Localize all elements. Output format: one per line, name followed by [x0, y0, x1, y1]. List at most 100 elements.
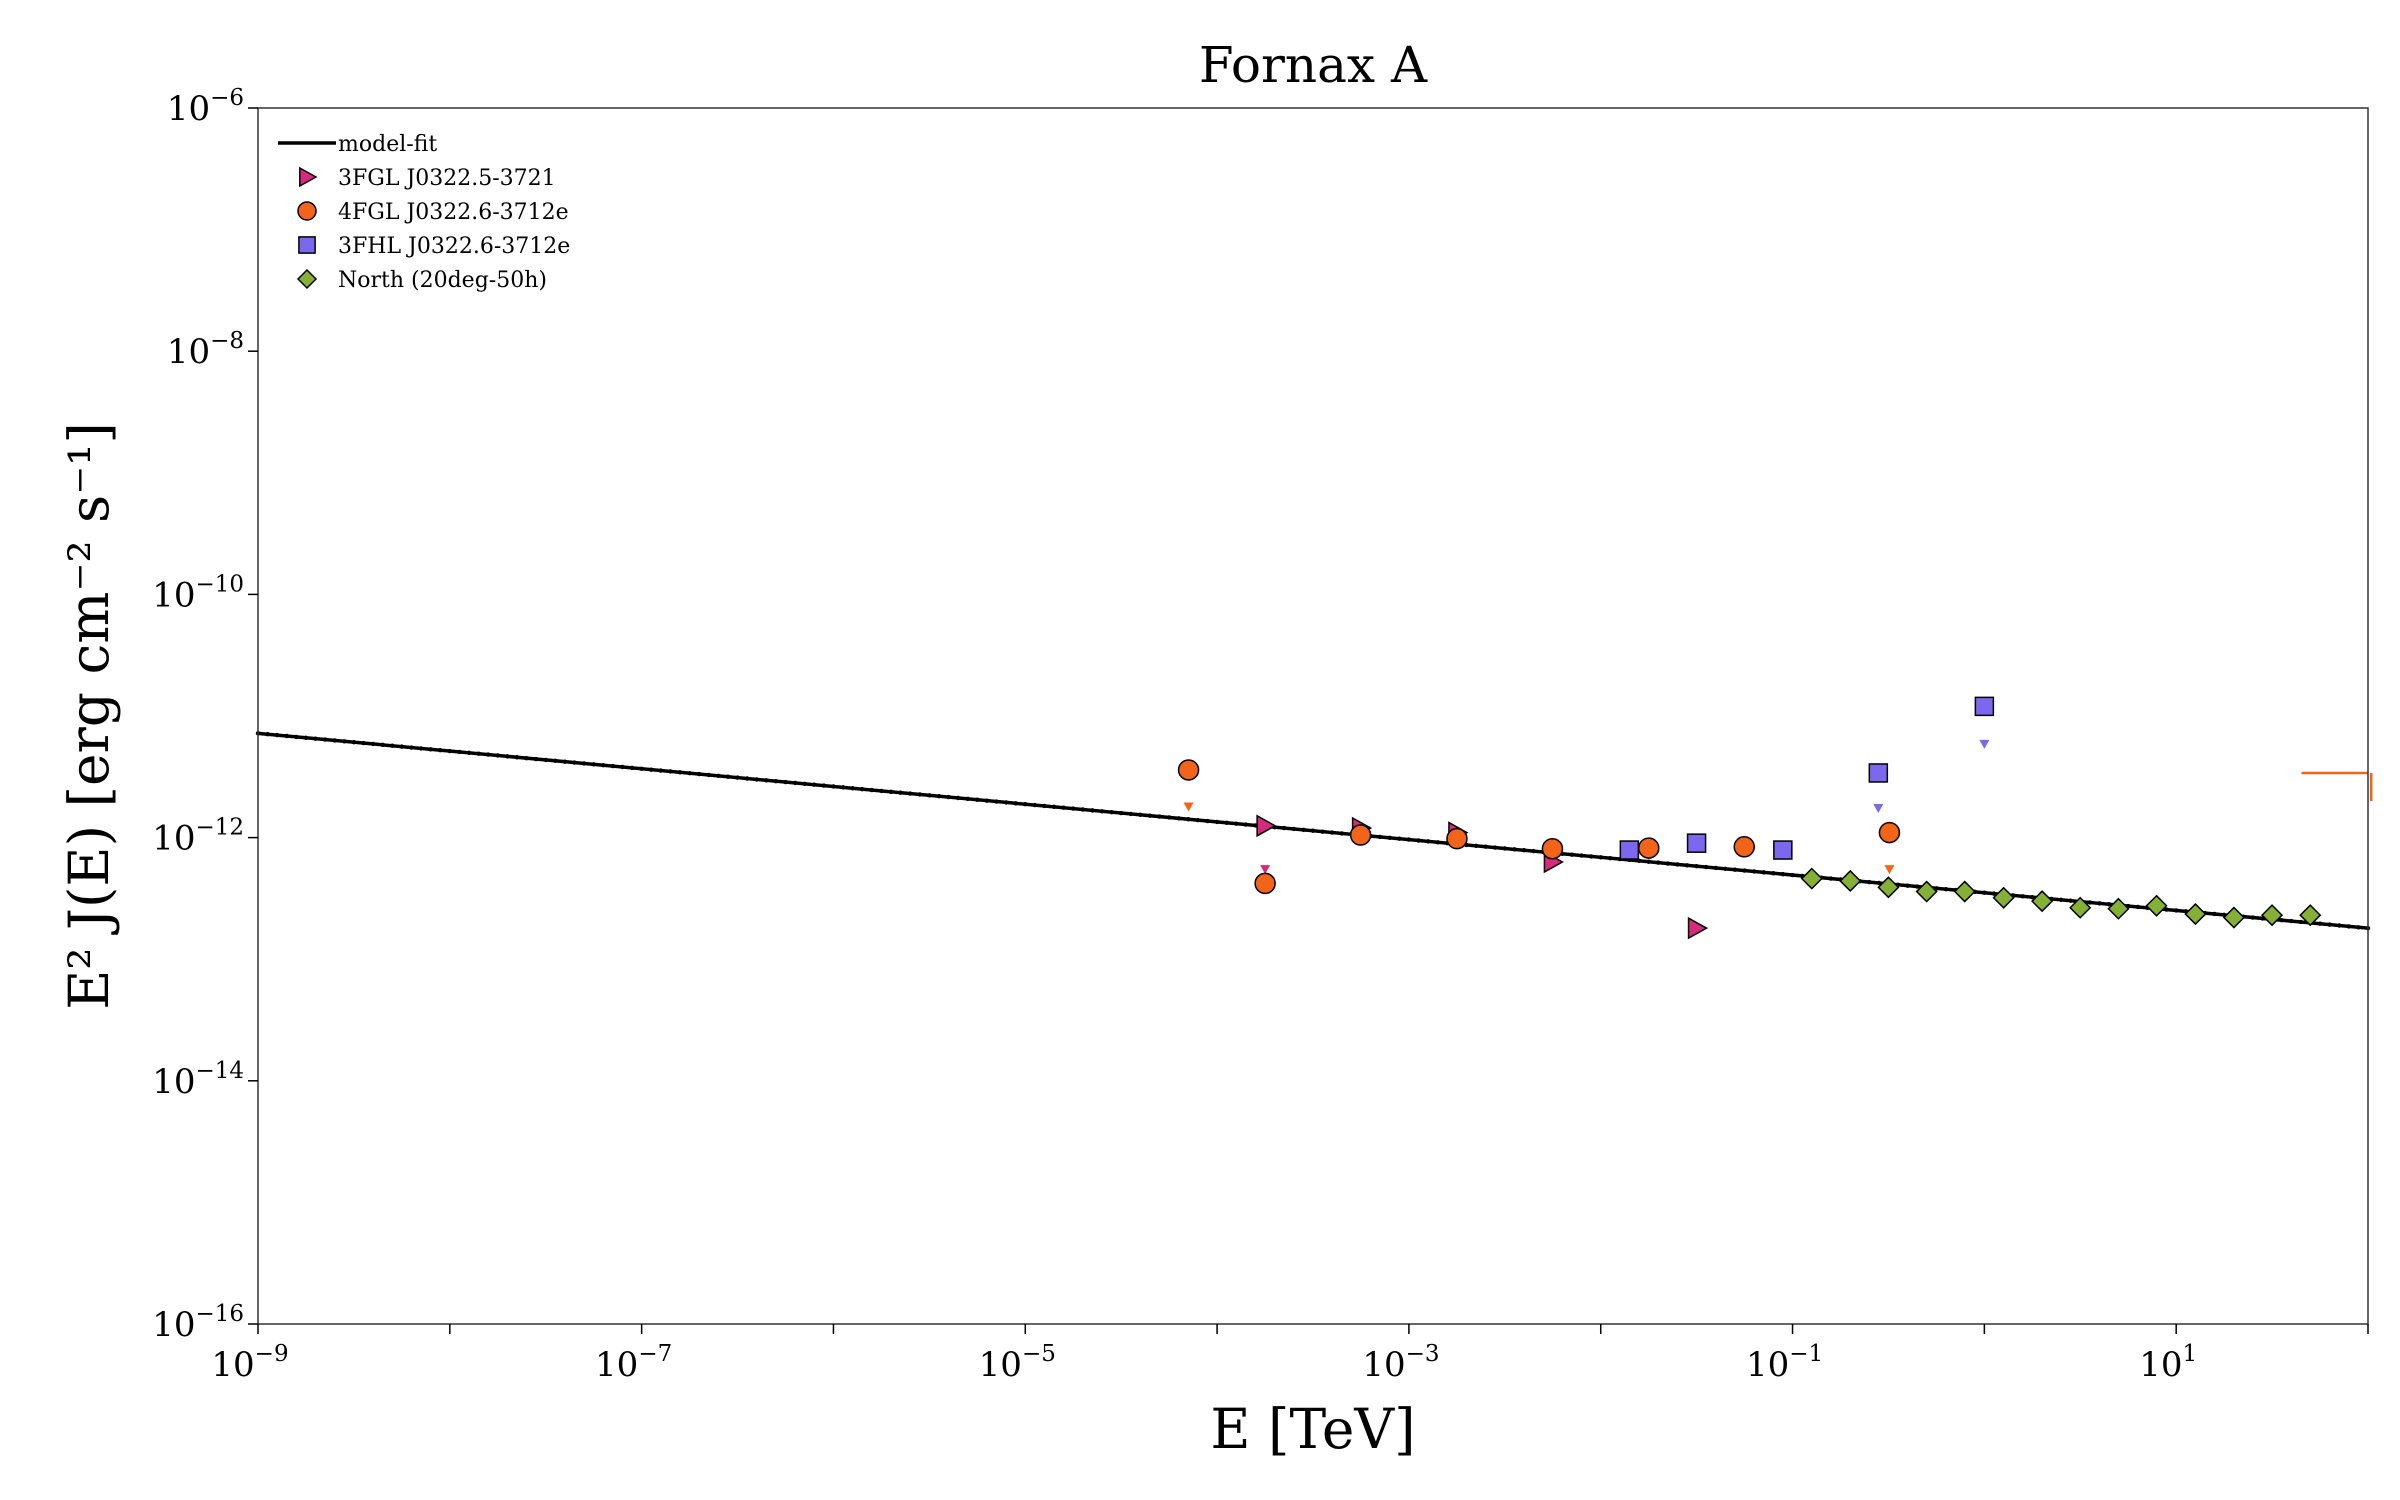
model-fit-point [1080, 807, 1086, 812]
model-fit-point [1751, 869, 1757, 874]
model-fit-point [265, 732, 270, 737]
model-fit-point [466, 750, 472, 756]
model-fit-point [677, 770, 683, 775]
y-tick-label: 10−16 [152, 1301, 244, 1345]
model-fit-point [1694, 863, 1699, 869]
model-fit-point [438, 747, 443, 753]
legend-item: 4FGL J0322.6-3712e [297, 200, 569, 225]
model-fit-point [639, 766, 644, 771]
model-fit-point [620, 764, 625, 770]
chart-title: Fornax A [1199, 36, 1428, 94]
model-fit-point [2106, 902, 2112, 907]
y-tick-label: 10−6 [167, 85, 244, 129]
legend-item: North (20deg-50h) [296, 268, 547, 293]
model-fit-point [524, 755, 529, 761]
y-tick-label: 10−8 [167, 328, 244, 372]
plot-frame [257, 107, 2369, 1325]
data-point [1878, 821, 1901, 844]
data-point [1953, 880, 1976, 903]
model-fit-point [495, 753, 500, 758]
model-fit-point [2279, 917, 2284, 923]
data-point [1256, 814, 1277, 838]
model-fit-point [428, 747, 433, 752]
model-fit-point [1406, 837, 1412, 842]
model-fit-point [668, 769, 673, 774]
model-fit-point [946, 794, 951, 800]
data-point [1773, 840, 1793, 860]
model-fit-point [850, 786, 855, 791]
model-fit-point [1234, 821, 1239, 826]
model-fit-point [629, 765, 635, 771]
model-fit-point [1483, 844, 1488, 849]
model-fit-point [399, 744, 405, 749]
model-fit-point [2087, 900, 2093, 905]
model-fit-point [1704, 864, 1709, 870]
legend: model-fit 3FGL J0322.5-3721 4FGL J0322.6-3… [278, 132, 570, 293]
legend-label: North (20deg-50h) [338, 268, 547, 293]
model-fit-point [2030, 894, 2035, 900]
data-point [2107, 897, 2130, 920]
model-fit-point [1608, 856, 1613, 861]
model-fit-point [1588, 854, 1594, 859]
model-fit-point [1943, 886, 1949, 892]
data-point [2299, 904, 2322, 927]
model-fit-point [984, 798, 990, 803]
model-fit-point [2337, 923, 2342, 928]
model-fit-point [2020, 894, 2025, 899]
model-fit-point [725, 774, 731, 779]
model-fit-point [696, 771, 702, 777]
model-fit-point [792, 780, 798, 786]
legend-item: 3FHL J0322.6-3712e [298, 234, 570, 259]
y-tick-label: 10−12 [152, 815, 244, 859]
model-fit-point [1713, 865, 1719, 871]
model-fit-point [898, 790, 903, 795]
model-fit-point [802, 781, 807, 787]
model-fit-point [1329, 830, 1335, 835]
data-point [1974, 696, 1995, 717]
model-fit-point [303, 735, 309, 740]
model-fit-point [1051, 804, 1057, 810]
model-fit-point [553, 758, 558, 763]
model-fit-point [975, 797, 980, 802]
model-fit-point [783, 779, 788, 785]
model-fit-point [1186, 817, 1191, 822]
model-fit-point [457, 749, 462, 755]
model-fit-point [332, 738, 337, 743]
upper-limit-marker [1873, 804, 1884, 814]
model-fit-point [716, 773, 721, 779]
model-fit-point [888, 789, 894, 794]
model-fit-point [869, 787, 875, 793]
model-fit-point [361, 740, 366, 746]
model-fit-point [773, 778, 779, 784]
model-fit-point [1598, 855, 1603, 860]
model-fit-point [2068, 898, 2073, 903]
model-fit-point [543, 757, 548, 763]
model-fit-point [1425, 839, 1431, 844]
model-fit-point [1867, 879, 1872, 885]
model-fit-point [294, 734, 299, 740]
data-point [1254, 872, 1276, 895]
legend-label: 3FGL J0322.5-3721 [338, 166, 556, 191]
legend-label: model-fit [338, 132, 437, 157]
model-fit-point [1521, 848, 1527, 853]
model-fit-point [1397, 836, 1402, 841]
model-fit-point [1291, 826, 1297, 832]
model-fit-point [764, 778, 769, 783]
model-fit-point [562, 759, 568, 764]
model-fit-point [2097, 901, 2102, 906]
model-fit-point [917, 792, 922, 797]
model-fit-point [601, 763, 606, 768]
model-fit-point [1991, 891, 1997, 896]
model-fit-point [840, 785, 846, 790]
model-fit-point [1003, 800, 1009, 805]
model-fit-point [1579, 853, 1584, 858]
model-fit-point [476, 751, 481, 756]
model-fit-point [1723, 866, 1728, 872]
model-fit-point [1790, 872, 1795, 878]
model-fit-point [1982, 890, 1987, 895]
model-fit-point [687, 770, 692, 776]
model-fit-point [658, 768, 664, 773]
legend-item: model-fit [278, 132, 437, 157]
model-fit-point [313, 736, 318, 741]
model-fit-point [1061, 805, 1066, 810]
